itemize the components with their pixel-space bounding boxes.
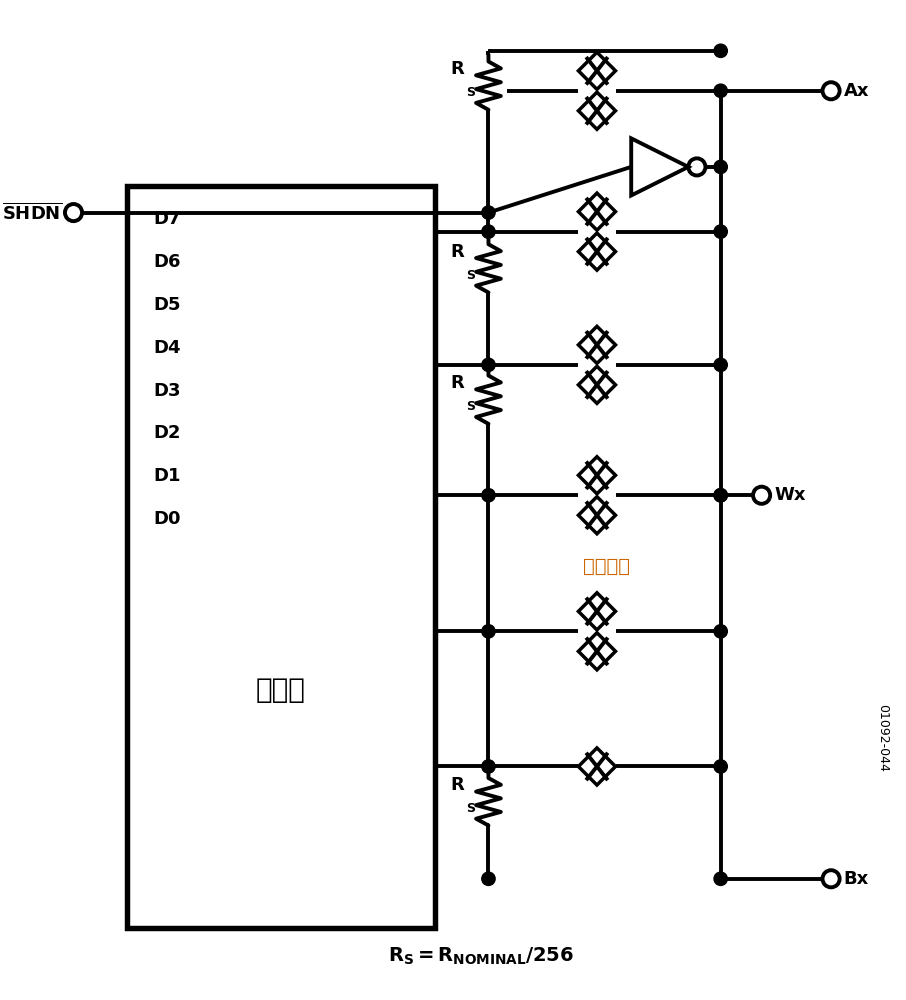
Circle shape <box>714 489 728 502</box>
FancyBboxPatch shape <box>469 237 507 293</box>
Circle shape <box>482 489 495 502</box>
Text: 01092-044: 01092-044 <box>876 704 889 772</box>
Circle shape <box>714 625 728 638</box>
Text: S: S <box>466 86 475 99</box>
Circle shape <box>482 625 495 638</box>
Circle shape <box>482 872 495 885</box>
Text: Wx: Wx <box>774 486 805 504</box>
Circle shape <box>714 760 728 773</box>
Text: S: S <box>466 400 475 413</box>
Text: 模拟开关: 模拟开关 <box>583 557 630 576</box>
Text: D7: D7 <box>153 210 181 228</box>
FancyBboxPatch shape <box>127 186 435 928</box>
Circle shape <box>714 84 728 97</box>
Circle shape <box>714 358 728 372</box>
Text: D4: D4 <box>153 339 181 357</box>
Text: Bx: Bx <box>843 870 869 888</box>
Text: R: R <box>450 60 464 78</box>
Text: R: R <box>450 374 464 392</box>
Text: $\overline{\mathbf{SHDN}}$: $\overline{\mathbf{SHDN}}$ <box>2 202 63 223</box>
Circle shape <box>714 44 728 57</box>
Circle shape <box>482 206 495 219</box>
Circle shape <box>714 225 728 238</box>
Text: Ax: Ax <box>843 82 869 100</box>
Text: D3: D3 <box>153 382 181 400</box>
Text: D6: D6 <box>153 253 181 271</box>
Circle shape <box>482 760 495 773</box>
FancyBboxPatch shape <box>469 771 507 825</box>
Text: D1: D1 <box>153 467 181 485</box>
Text: S: S <box>466 802 475 815</box>
Text: R: R <box>450 776 464 794</box>
FancyBboxPatch shape <box>469 55 507 110</box>
Text: 译码器: 译码器 <box>256 676 306 704</box>
Text: D2: D2 <box>153 424 181 442</box>
Text: $\mathbf{R_S = R_{NOMINAL}/256}$: $\mathbf{R_S = R_{NOMINAL}/256}$ <box>388 946 573 967</box>
FancyBboxPatch shape <box>469 369 507 424</box>
Circle shape <box>482 358 495 372</box>
Text: S: S <box>466 269 475 282</box>
Circle shape <box>714 872 728 885</box>
Circle shape <box>714 160 728 174</box>
Text: R: R <box>450 243 464 261</box>
Circle shape <box>714 489 728 502</box>
Circle shape <box>482 225 495 238</box>
Text: D5: D5 <box>153 296 181 314</box>
Text: D0: D0 <box>153 510 181 528</box>
